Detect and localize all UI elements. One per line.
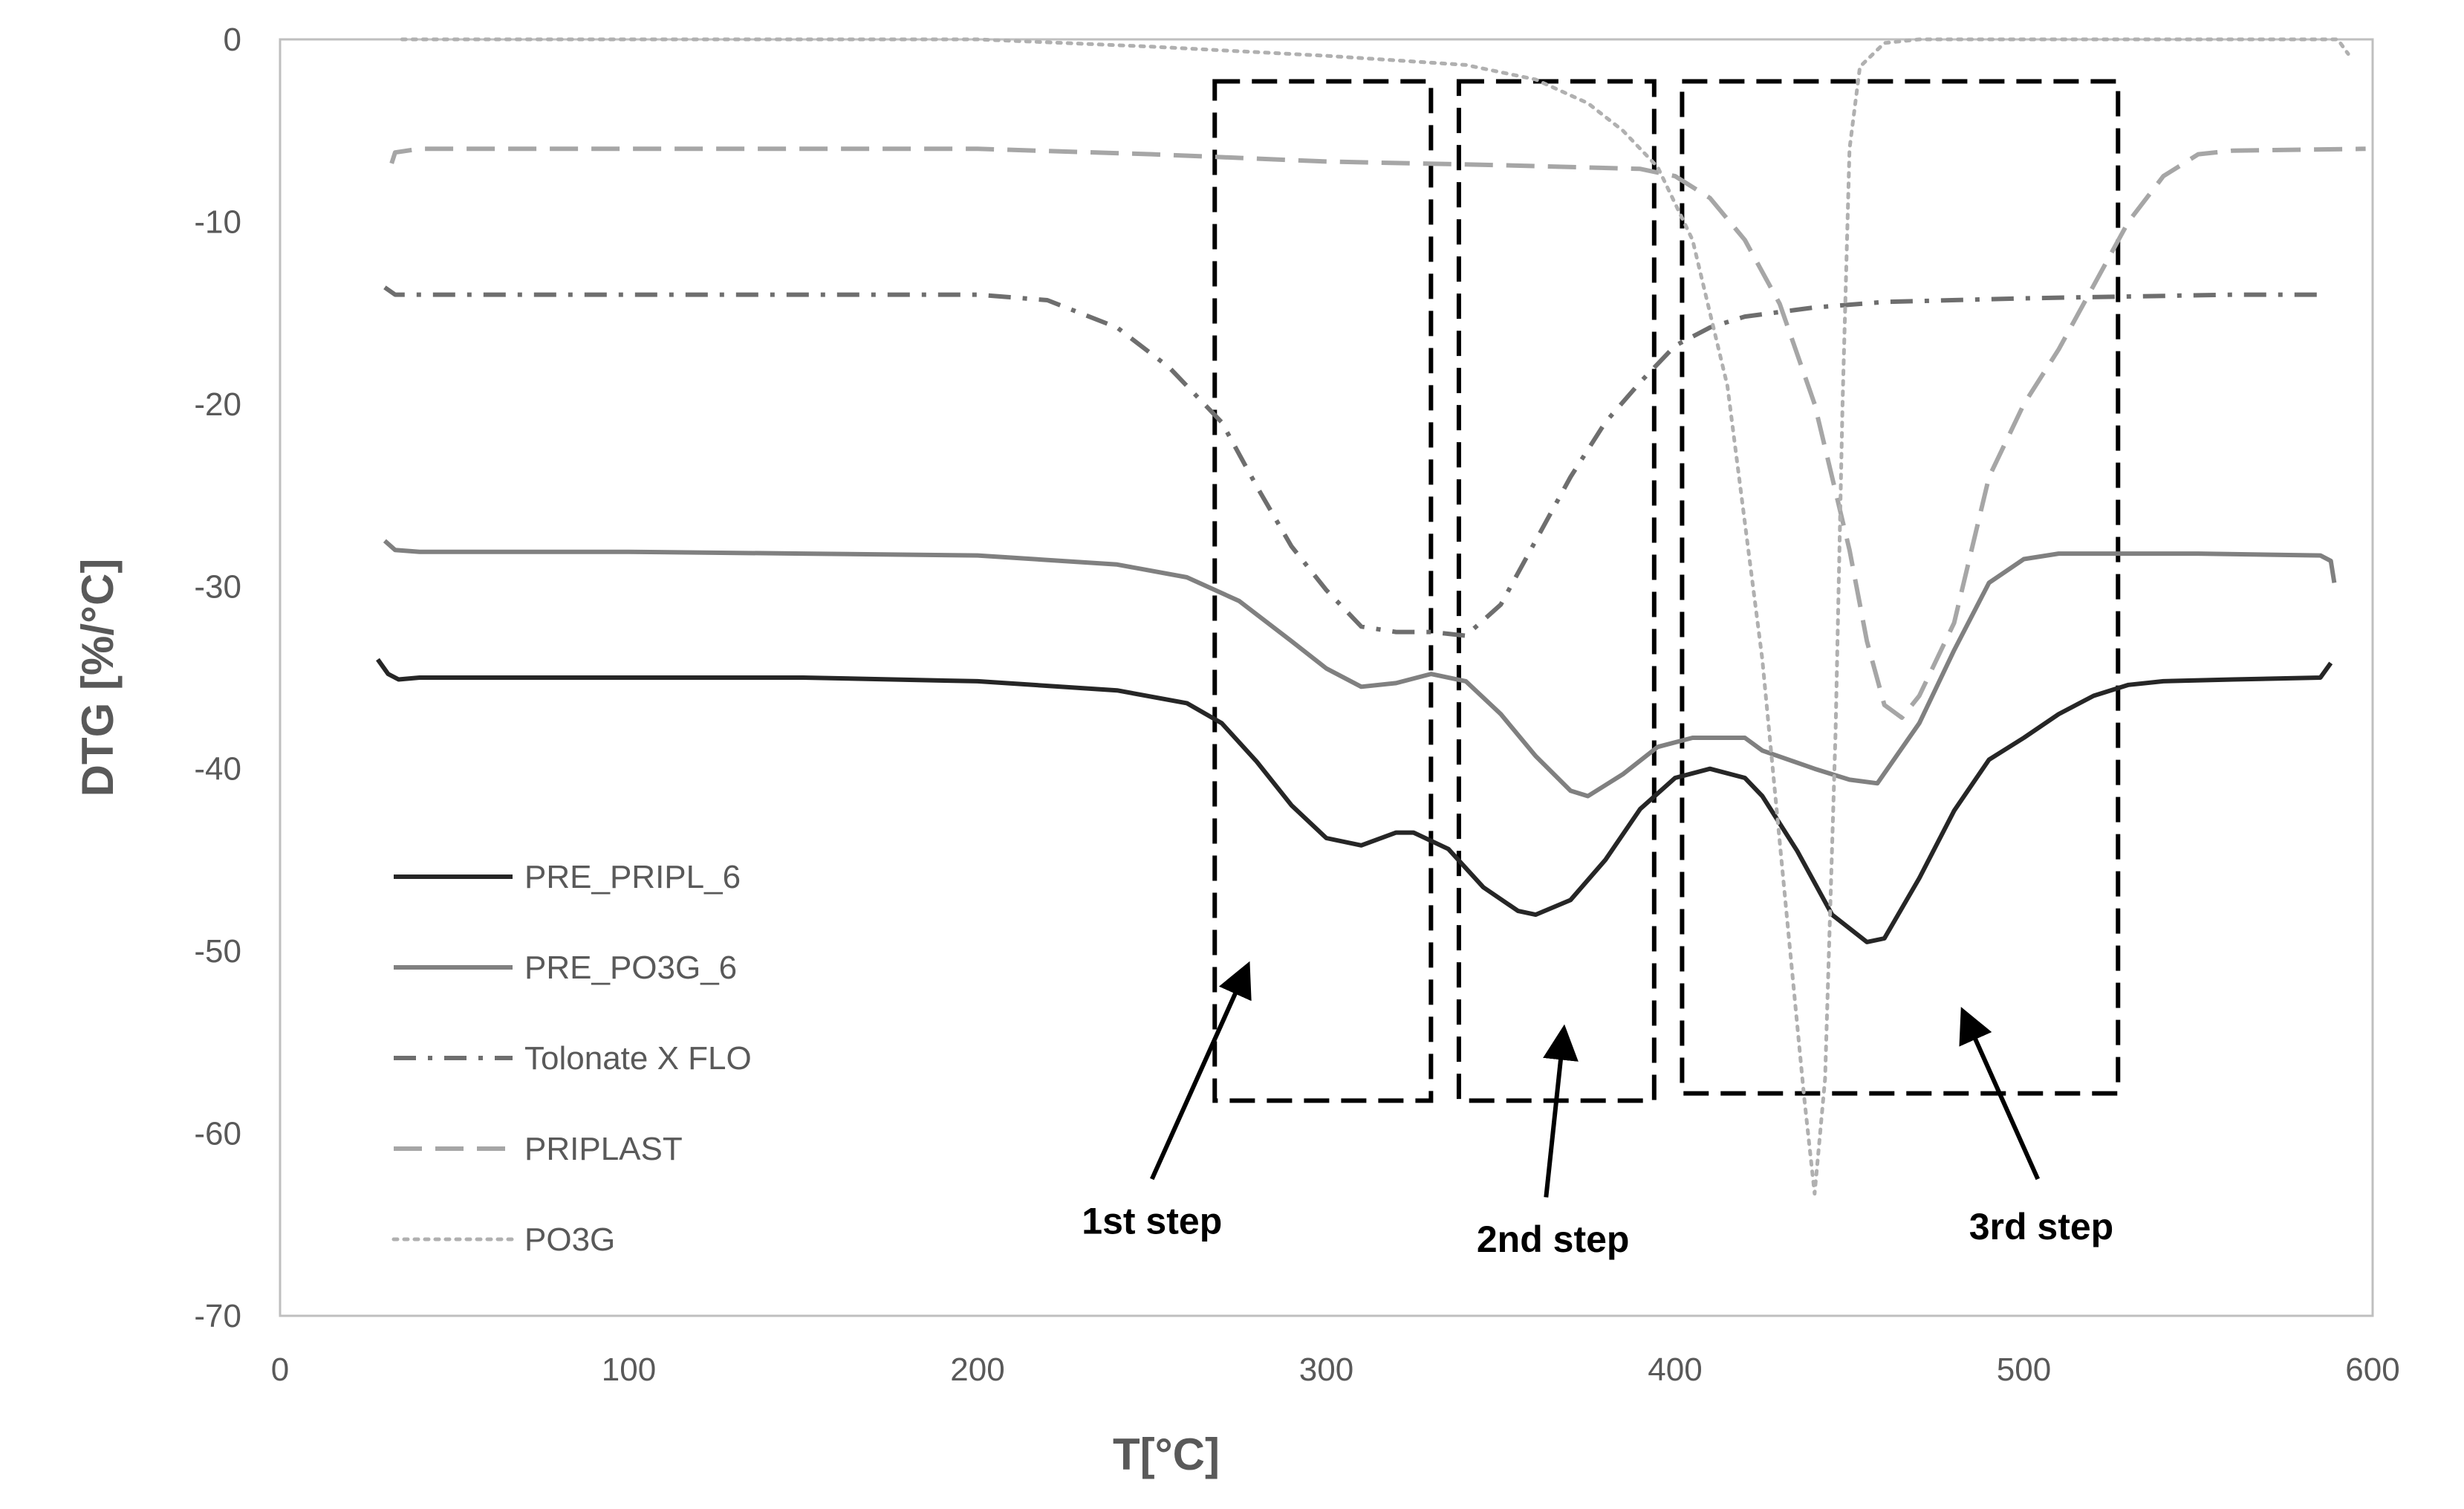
x-tick-label: 600 [2345, 1351, 2399, 1388]
series-line-tolonate-x-flo [383, 285, 2321, 638]
legend: PRE_PRIPL_6 PRE_PO3G_6 Tolonate X FLO PRIPL… [391, 859, 752, 1258]
plot-area-frame [279, 38, 2374, 1317]
legend-label: PRE_PRIPL_6 [524, 859, 741, 895]
step-box-3 [1680, 79, 2121, 1096]
legend-label: Tolonate X FLO [524, 1040, 752, 1077]
series-line-po3g [400, 37, 2350, 1196]
y-tick-label: -60 [194, 1116, 241, 1152]
y-tick-label: -70 [194, 1298, 241, 1334]
step-label-1: 1st step [1082, 1201, 1222, 1242]
step-box-1 [1212, 79, 1434, 1103]
y-axis-title: DTG [%/°C] [73, 559, 123, 797]
step-label-3: 3rd step [1969, 1206, 2114, 1247]
x-tick-label: 300 [1299, 1351, 1353, 1388]
x-axis-title: T[°C] [1113, 1430, 1220, 1479]
y-tick-label: -30 [194, 568, 241, 605]
step-arrow-1 [1150, 961, 1252, 1181]
series-line-priplast [389, 146, 2366, 720]
x-tick-label: 0 [271, 1351, 289, 1388]
step-label-2: 2nd step [1477, 1218, 1630, 1260]
x-axis-ticks: 0 100 200 300 400 500 600 [271, 1351, 2400, 1388]
y-axis-ticks: 0 -10 -20 -30 -40 -50 -60 -70 [194, 22, 241, 1334]
y-tick-label: -20 [194, 386, 241, 423]
series-line-pre-pripl-6 [376, 658, 2333, 944]
step-arrow-3 [1959, 1007, 2041, 1181]
y-tick-label: -50 [194, 933, 241, 970]
x-tick-label: 500 [1997, 1351, 2051, 1388]
x-tick-label: 200 [950, 1351, 1004, 1388]
step-box-2 [1456, 79, 1657, 1103]
legend-label: PRIPLAST [524, 1131, 683, 1167]
step-arrows: 1st step 2nd step 3rd step [1082, 961, 2114, 1260]
y-tick-label: 0 [224, 22, 241, 58]
legend-label: PO3G [524, 1221, 615, 1258]
step-arrow-2 [1543, 1024, 1579, 1198]
y-tick-label: -10 [194, 204, 241, 240]
series-line-pre-po3g-6 [383, 539, 2337, 799]
legend-label: PRE_PO3G_6 [524, 950, 737, 986]
series-lines [376, 37, 2366, 1196]
x-tick-label: 100 [602, 1351, 656, 1388]
x-tick-label: 400 [1648, 1351, 1702, 1388]
y-tick-label: -40 [194, 751, 241, 788]
